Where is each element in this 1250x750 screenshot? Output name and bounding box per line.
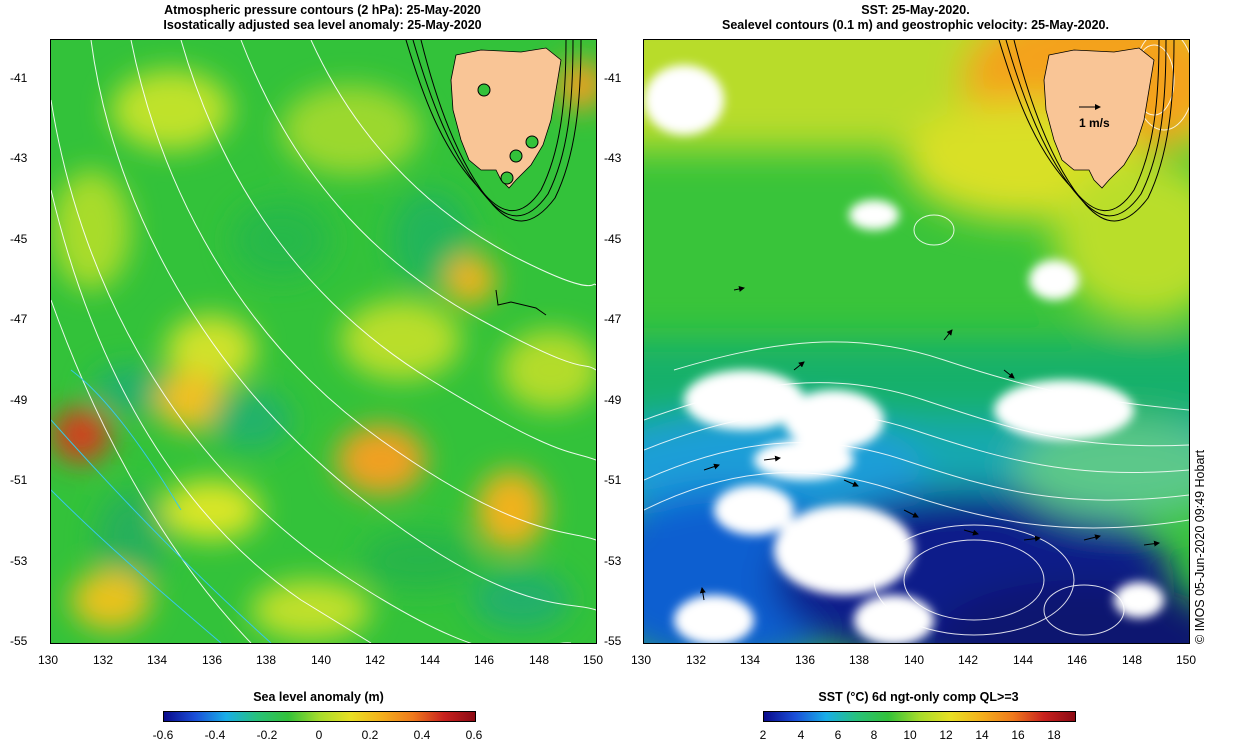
sla-colorbar-tick: -0.2 [256,728,278,742]
lon-tick: 130 [631,653,652,667]
lon-tick: 140 [311,653,332,667]
sst-colorbar-tick: 18 [1047,728,1061,742]
sla-map [51,40,596,643]
lat-tick: -43 [604,151,622,165]
right-title-line2: Sealevel contours (0.1 m) and geostrophi… [722,18,1109,32]
sla-colorbar [163,711,476,722]
tasmania-land [1043,47,1155,189]
lat-tick: -51 [10,473,28,487]
tasmania-land [450,47,562,189]
lon-tick: 148 [1122,653,1143,667]
sst-colorbar-tick: 2 [759,728,767,742]
lat-tick: -43 [10,151,28,165]
lat-tick: -49 [10,393,28,407]
station-marker [500,171,514,185]
lon-tick: 138 [256,653,277,667]
lon-tick: 140 [904,653,925,667]
sst-map-panel: 1 m/s [643,39,1190,644]
sst-colorbar-tick: 4 [797,728,805,742]
sst-colorbar-tick: 16 [1011,728,1025,742]
lon-tick: 148 [529,653,550,667]
lat-tick: -41 [604,71,622,85]
lon-tick: 146 [1067,653,1088,667]
right-title: SST: 25-May-2020. Sealevel contours (0.1… [643,3,1188,33]
sst-colorbar [763,711,1076,722]
lon-tick: 132 [93,653,114,667]
lat-tick: -49 [604,393,622,407]
lat-tick: -47 [604,312,622,326]
sla-colorbar-tick: 0.4 [413,728,431,742]
lat-tick: -53 [604,554,622,568]
sla-colorbar-tick: 0.6 [465,728,483,742]
lon-tick: 142 [365,653,386,667]
bathymetry-contours [998,40,1175,222]
sla-map-panel [50,39,597,644]
lon-tick: 150 [1176,653,1197,667]
lat-tick: -45 [604,232,622,246]
right-title-line1: SST: 25-May-2020. [861,3,970,17]
sla-colorbar-tick: -0.4 [204,728,226,742]
sla-colorbar-tick: 0.2 [361,728,379,742]
station-marker [477,83,491,97]
sst-colorbar-tick: 10 [903,728,917,742]
velocity-arrows [699,149,1160,601]
left-title-line2: Isostatically adjusted sea level anomaly… [163,18,482,32]
lon-tick: 144 [420,653,441,667]
pressure-contours [51,40,596,643]
lat-tick: -55 [10,634,28,648]
lat-tick: -45 [10,232,28,246]
lon-tick: 134 [740,653,761,667]
lat-tick: -53 [10,554,28,568]
sst-colorbar-tick: 6 [834,728,842,742]
sla-field [51,60,596,640]
sealevel-contours [644,40,1189,636]
pressure-contours-low [51,369,272,643]
lon-tick: 134 [147,653,168,667]
sla-colorbar-tick: 0 [315,728,323,742]
credit-label: © IMOS 05-Jun-2020 09:49 Hobart [1193,449,1207,644]
station-marker [525,135,539,149]
sst-colorbar-tick: 14 [975,728,989,742]
cloud-mask [644,65,1164,643]
bathymetry-contours [405,40,582,222]
left-title: Atmospheric pressure contours (2 hPa): 2… [50,3,595,33]
lon-tick: 146 [474,653,495,667]
lon-tick: 136 [795,653,816,667]
sla-colorbar-tick: -0.6 [152,728,174,742]
lon-tick: 142 [958,653,979,667]
lon-tick: 138 [849,653,870,667]
sst-colorbar-tick: 12 [939,728,953,742]
lon-tick: 132 [686,653,707,667]
lat-tick: -47 [10,312,28,326]
sst-map [644,40,1189,643]
sst-colorbar-tick: 8 [870,728,878,742]
lon-tick: 130 [38,653,59,667]
lon-tick: 144 [1013,653,1034,667]
lon-tick: 150 [583,653,604,667]
sla-colorbar-title: Sea level anomaly (m) [253,690,384,704]
lat-tick: -51 [604,473,622,487]
sst-colorbar-title: SST (°C) 6d ngt-only comp QL>=3 [818,690,1019,704]
lon-tick: 136 [202,653,223,667]
lat-tick: -41 [10,71,28,85]
left-title-line1: Atmospheric pressure contours (2 hPa): 2… [164,3,481,17]
lat-tick: -55 [604,634,622,648]
station-marker [509,149,523,163]
velocity-scale-label: 1 m/s [1079,116,1110,130]
